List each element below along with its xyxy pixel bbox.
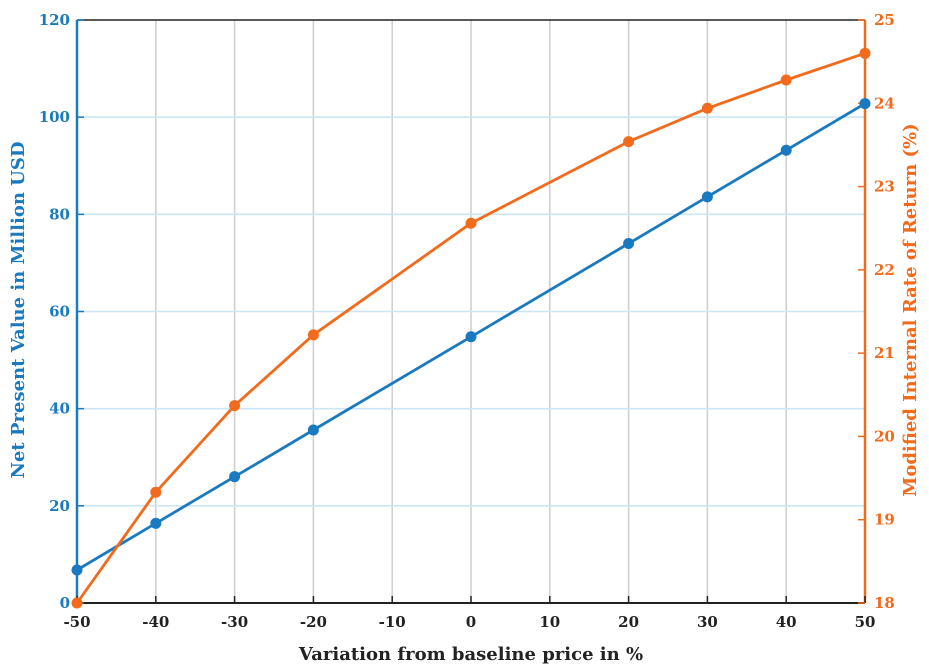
left-y-tick-label: 40: [49, 400, 70, 418]
x-tick-label: -40: [142, 613, 169, 631]
x-tick-label: -10: [379, 613, 406, 631]
right-y-axis-title: Modified Internal Rate of Return (%): [900, 123, 921, 496]
right-y-tick-label: 25: [874, 11, 895, 29]
x-tick-label: -50: [63, 613, 90, 631]
mirr-data-point: [465, 217, 477, 229]
x-tick-label: 40: [776, 613, 797, 631]
left-y-tick-label: 60: [49, 303, 70, 321]
right-y-tick-label: 22: [874, 261, 895, 279]
npv-data-point: [701, 191, 713, 203]
npv-data-point: [859, 98, 871, 110]
right-y-tick-label: 23: [874, 178, 895, 196]
npv-data-point: [465, 331, 477, 343]
right-y-tick-label: 20: [874, 427, 895, 445]
x-axis-title: Variation from baseline price in %: [298, 644, 643, 665]
left-y-tick-label: 120: [39, 11, 70, 29]
x-tick-label: -30: [221, 613, 248, 631]
left-y-axis-title: Net Present Value in Million USD: [8, 142, 29, 479]
x-tick-label: 50: [855, 613, 876, 631]
right-y-tick-label: 24: [874, 94, 895, 112]
npv-data-point: [623, 237, 635, 249]
mirr-data-point: [229, 400, 241, 412]
left-y-tick-label: 100: [39, 108, 70, 126]
x-tick-label: -20: [300, 613, 327, 631]
mirr-data-point: [71, 597, 83, 609]
x-tick-label: 0: [466, 613, 476, 631]
left-y-tick-label: 80: [49, 205, 70, 223]
x-tick-label: 30: [697, 613, 718, 631]
grid: [77, 20, 865, 603]
tick-labels: -50 -40 -30 -20 -10 0 10 20 30 40 50 0 20 40 60 80 100 12…: [39, 11, 895, 631]
npv-data-point: [150, 517, 162, 529]
mirr-data-point: [307, 329, 319, 341]
right-y-tick-label: 21: [874, 344, 895, 362]
right-y-tick-label: 18: [874, 594, 895, 612]
mirr-data-point: [859, 47, 871, 59]
left-y-tick-label: 0: [60, 594, 70, 612]
mirr-data-point: [623, 136, 635, 148]
mirr-data-point: [150, 486, 162, 498]
mirr-data-point: [780, 74, 792, 86]
left-y-tick-label: 20: [49, 497, 70, 515]
right-y-tick-label: 19: [874, 511, 895, 529]
npv-data-point: [307, 424, 319, 436]
x-tick-label: 20: [618, 613, 639, 631]
axes: [75, 19, 867, 604]
series: [71, 47, 871, 609]
npv-data-point: [780, 144, 792, 156]
mirr-data-point: [701, 102, 713, 114]
npv-data-point: [71, 564, 83, 576]
x-tick-label: 10: [539, 613, 560, 631]
npv-data-point: [229, 471, 241, 483]
